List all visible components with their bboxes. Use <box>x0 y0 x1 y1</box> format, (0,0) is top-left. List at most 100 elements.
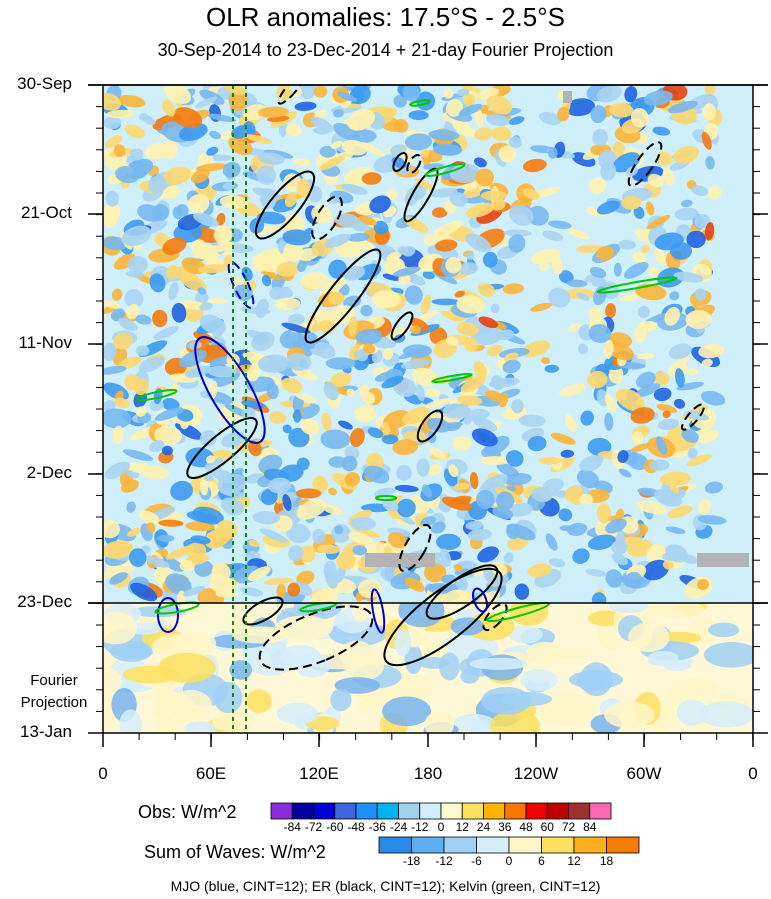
obs-blob <box>347 109 376 131</box>
obs-colorbar-swatch <box>546 802 569 820</box>
obs-blob <box>641 244 650 254</box>
obs-blob <box>374 371 397 382</box>
obs-blob <box>334 525 344 535</box>
obs-blob <box>691 185 709 197</box>
obs-blob <box>404 133 433 151</box>
obs-blob <box>260 489 278 506</box>
obs-blob <box>197 287 207 295</box>
chart-footer: MJO (blue, CINT=12); ER (black, CINT=12)… <box>170 878 601 894</box>
obs-blob <box>397 246 409 255</box>
kelvin-contour <box>596 276 678 294</box>
obs-blob <box>645 201 655 216</box>
obs-blob <box>478 316 498 329</box>
obs-blob <box>263 577 294 585</box>
kelvin-contour <box>424 163 466 177</box>
obs-colorbar-label: 48 <box>519 820 533 834</box>
obs-blob <box>346 388 355 397</box>
obs-blob <box>259 269 282 281</box>
obs-blob <box>443 88 454 99</box>
sum-colorbar-swatch <box>606 836 640 854</box>
obs-blob <box>596 503 612 524</box>
obs-blob <box>113 332 133 350</box>
obs-blob <box>111 288 123 301</box>
obs-blob <box>330 372 352 387</box>
projection-blob <box>153 634 199 656</box>
obs-blob <box>256 211 286 225</box>
obs-blob <box>503 229 532 237</box>
obs-blob <box>337 91 357 102</box>
obs-blob <box>466 252 475 260</box>
er-contour <box>258 605 374 671</box>
obs-blob <box>295 393 318 403</box>
obs-blob <box>148 176 167 194</box>
projection-blob <box>339 640 375 669</box>
er-contour <box>416 409 444 443</box>
obs-blob <box>544 364 560 373</box>
obs-blob <box>448 464 459 478</box>
obs-blob <box>321 412 332 432</box>
obs-blob <box>299 545 316 563</box>
obs-blob <box>467 528 493 541</box>
obs-blob <box>656 404 678 413</box>
obs-blob <box>491 126 512 141</box>
obs-blob <box>572 548 590 564</box>
obs-blob <box>185 365 212 378</box>
projection-blob <box>398 603 445 628</box>
obs-blob <box>707 185 722 200</box>
obs-blob <box>576 292 590 301</box>
sum-colorbar-swatch <box>476 836 510 854</box>
er-contour <box>627 141 663 187</box>
obs-blob <box>381 422 391 436</box>
obs-blob <box>245 134 273 144</box>
obs-blob <box>473 157 487 168</box>
y-tick-label: 23-Dec <box>17 592 72 611</box>
obs-blob <box>518 414 546 427</box>
obs-blob <box>701 358 713 368</box>
obs-blob <box>590 275 607 288</box>
obs-blob <box>396 465 412 481</box>
obs-blob <box>350 516 376 531</box>
obs-blob <box>509 204 534 226</box>
sum-legend-label: Sum of Waves: W/m^2 <box>144 842 326 862</box>
projection-blob <box>604 701 655 729</box>
obs-blob <box>285 123 302 137</box>
obs-blob <box>697 578 709 591</box>
obs-blob <box>168 282 179 301</box>
obs-blob <box>383 410 411 429</box>
obs-blob <box>183 586 206 597</box>
projection-blob <box>646 603 705 619</box>
obs-blob <box>548 558 566 568</box>
obs-blob <box>393 119 409 133</box>
obs-blob <box>482 251 498 268</box>
obs-blob <box>328 487 337 496</box>
obs-blob <box>348 316 358 336</box>
obs-blob <box>439 548 452 567</box>
obs-blob <box>474 127 493 141</box>
projection-blob <box>470 719 492 733</box>
projection-blob <box>450 617 485 636</box>
obs-blob <box>300 418 320 435</box>
fourier-label-line1: Fourier <box>30 672 78 689</box>
projection-blob <box>213 681 243 714</box>
obs-blob <box>103 365 127 375</box>
projection-blob <box>274 615 333 641</box>
obs-blob <box>480 190 508 201</box>
obs-blob <box>425 388 441 397</box>
obs-blob <box>328 291 345 305</box>
obs-blob <box>360 304 373 317</box>
obs-blob <box>261 274 272 287</box>
chart-subtitle: 30-Sep-2014 to 23-Dec-2014 + 21-day Four… <box>157 40 614 60</box>
obs-blob <box>152 309 168 328</box>
projection-blob <box>490 709 541 733</box>
obs-blob <box>314 341 336 359</box>
obs-blob <box>463 93 476 107</box>
obs-blob <box>478 590 501 603</box>
projection-blob <box>526 641 564 665</box>
obs-blob <box>294 101 317 111</box>
obs-blob <box>681 429 699 443</box>
sum-colorbar-label: -18 <box>402 854 421 868</box>
obs-blob <box>465 408 490 422</box>
obs-blob <box>178 349 208 368</box>
obs-blob <box>674 207 699 221</box>
obs-blob <box>700 390 726 406</box>
